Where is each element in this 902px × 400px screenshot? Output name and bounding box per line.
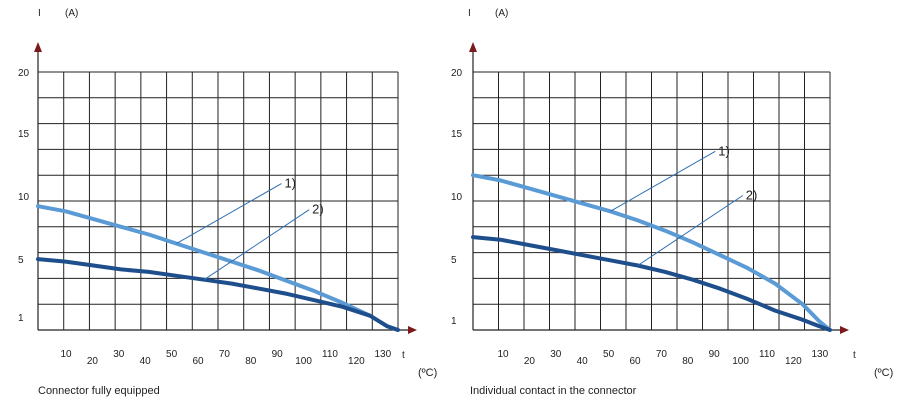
x-tick-label: 130 [811,349,828,360]
series-line-2 [36,257,400,332]
x-tick-label: 10 [497,349,509,360]
x-tick-label: 30 [113,349,125,360]
x-tick-label: 80 [682,356,694,367]
chart-panel-2: 15101520102030405060708090100110120130I(… [451,8,893,397]
x-axis-label: t [402,350,405,361]
callout-leader-1 [610,150,716,212]
x-axis-arrow-icon [408,326,417,334]
chart-title: Connector fully equipped [38,385,160,397]
series-label-1: 1) [284,176,296,191]
x-axis-arrow-icon [840,326,849,334]
x-axis-unit: (ºC) [874,367,893,379]
series-line-1 [471,173,832,332]
x-tick-label: 40 [140,356,152,367]
x-tick-label: 20 [87,356,99,367]
x-tick-label: 50 [166,349,178,360]
x-tick-label: 70 [219,349,231,360]
x-tick-label: 80 [245,356,257,367]
series-label-2: 2) [312,202,324,217]
y-axis-arrow-icon [34,42,42,52]
y-tick-label: 15 [18,129,30,140]
x-tick-label: 100 [295,356,312,367]
x-tick-label: 30 [550,349,562,360]
y-tick-label: 10 [18,192,30,203]
x-tick-label: 90 [709,349,721,360]
x-tick-label: 110 [759,349,775,360]
x-axis-label: t [853,350,856,361]
y-axis-unit: (A) [65,8,78,19]
callout-leader-2 [203,209,310,281]
x-tick-label: 60 [192,356,204,367]
x-tick-label: 110 [322,349,338,360]
y-tick-label: 5 [451,255,457,266]
y-tick-label: 1 [451,316,457,327]
x-tick-label: 20 [524,356,536,367]
x-tick-label: 10 [60,349,72,360]
y-axis-label: I [38,8,41,19]
x-tick-label: 60 [629,356,641,367]
series-line-2 [471,235,832,332]
x-tick-label: 120 [785,356,802,367]
y-axis-label: I [468,8,471,19]
chart-title: Individual contact in the connector [470,385,637,397]
series-label-1: 1) [718,143,730,158]
x-tick-label: 100 [732,356,749,367]
callout-leader-1 [176,183,282,245]
x-tick-label: 130 [374,349,391,360]
x-tick-label: 120 [348,356,365,367]
grid [37,71,399,331]
x-tick-label: 70 [656,349,668,360]
callout-leader-2 [637,195,744,266]
y-tick-label: 5 [18,255,24,266]
y-axis-arrow-icon [469,42,477,52]
x-tick-label: 50 [603,349,615,360]
x-axis-unit: (ºC) [418,367,437,379]
chart-panel-1: 15101520102030405060708090100110120130I(… [18,8,437,397]
y-tick-label: 1 [18,313,24,324]
y-axis-unit: (A) [495,8,508,19]
y-tick-label: 20 [451,68,463,79]
grid [472,71,831,331]
y-tick-label: 20 [18,68,30,79]
y-tick-label: 10 [451,192,463,203]
x-tick-label: 90 [272,349,284,360]
x-tick-label: 40 [577,356,589,367]
y-tick-label: 15 [451,129,463,140]
series-label-2: 2) [746,188,758,203]
